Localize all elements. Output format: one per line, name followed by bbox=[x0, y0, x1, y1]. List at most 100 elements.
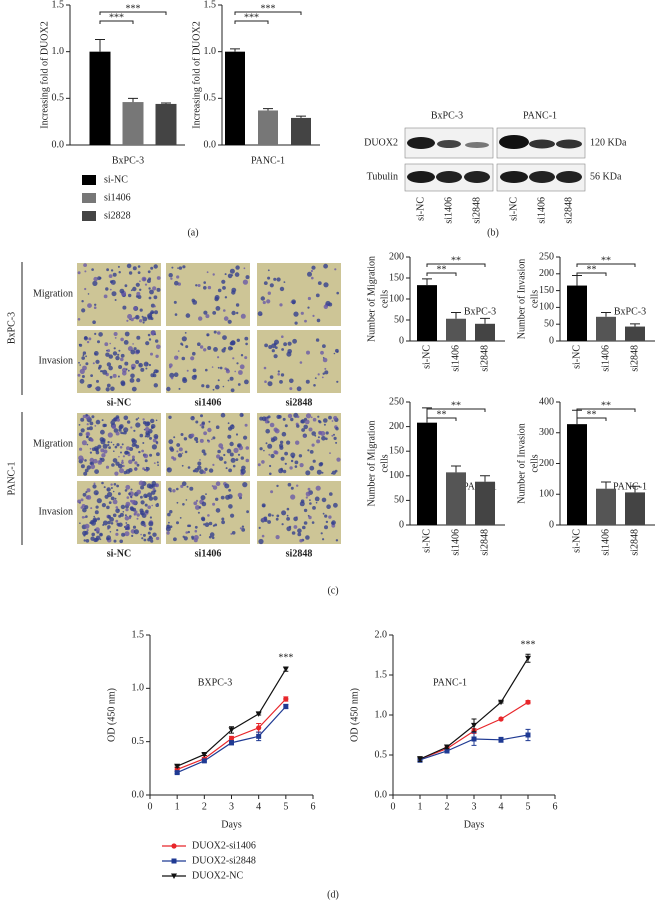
cell-dot bbox=[94, 469, 99, 474]
bar bbox=[417, 285, 437, 341]
cell-dot bbox=[126, 263, 132, 269]
cell-dot bbox=[182, 503, 185, 506]
cell-dot bbox=[201, 501, 207, 507]
cell-dot bbox=[333, 352, 336, 355]
significance-label: *** bbox=[261, 3, 276, 14]
marker bbox=[171, 858, 177, 864]
cell-dot bbox=[112, 443, 115, 446]
cell-dot bbox=[84, 459, 87, 462]
cell-dot bbox=[142, 442, 145, 444]
cell-dot bbox=[86, 443, 89, 446]
cell-dot bbox=[112, 458, 118, 463]
cell-dot bbox=[263, 449, 265, 452]
cell-dot bbox=[200, 495, 206, 501]
cell-dot bbox=[238, 370, 243, 375]
cell-dot bbox=[336, 457, 341, 462]
cell-dot bbox=[94, 510, 99, 515]
y-axis-label: Number of Migration bbox=[366, 256, 377, 342]
cell-dot bbox=[131, 499, 137, 505]
x-tick-label: si2848 bbox=[629, 345, 640, 372]
column-label: si1406 bbox=[195, 397, 222, 408]
cell-dot bbox=[186, 485, 189, 488]
marker bbox=[171, 843, 177, 849]
cell-dot bbox=[117, 265, 120, 268]
cell-dot bbox=[119, 288, 125, 294]
significance-label: ** bbox=[601, 400, 611, 411]
cell-dot bbox=[176, 487, 179, 491]
cell-dot bbox=[269, 464, 272, 468]
cell-dot bbox=[107, 525, 111, 529]
cell-dot bbox=[239, 364, 245, 370]
cell-dot bbox=[84, 336, 88, 340]
cell-dot bbox=[297, 528, 302, 533]
cell-dot bbox=[258, 526, 261, 530]
cell-dot bbox=[290, 301, 293, 303]
cell-dot bbox=[331, 420, 334, 422]
cell-dot bbox=[120, 504, 126, 510]
cell-dot bbox=[118, 365, 123, 369]
cell-dot bbox=[135, 282, 140, 287]
cell-dot bbox=[127, 503, 129, 506]
significance-label: *** bbox=[109, 12, 124, 23]
cell-dot bbox=[185, 531, 188, 534]
cell-dot bbox=[145, 341, 150, 346]
cell-dot bbox=[217, 288, 222, 293]
chart-label: PANC-1 bbox=[613, 481, 647, 492]
cell-dot bbox=[81, 308, 86, 313]
cell-dot bbox=[270, 490, 274, 494]
cell-dot bbox=[177, 350, 180, 352]
cell-dot bbox=[207, 514, 210, 517]
cell-dot bbox=[290, 494, 296, 500]
cell-dot bbox=[284, 451, 288, 456]
cell-dot bbox=[283, 281, 286, 283]
cell-dot bbox=[331, 520, 336, 525]
cell-dot bbox=[82, 492, 87, 497]
cell-dot bbox=[82, 414, 86, 419]
lane-label: si1406 bbox=[443, 197, 454, 224]
cell-dot bbox=[212, 273, 215, 276]
cell-dot bbox=[92, 280, 98, 286]
cell-dot bbox=[244, 423, 248, 427]
significance-label: ** bbox=[587, 264, 597, 275]
error-bar bbox=[422, 278, 432, 286]
cell-dot bbox=[124, 284, 128, 288]
bar bbox=[258, 110, 278, 145]
cell-dot bbox=[231, 531, 236, 535]
marker bbox=[255, 711, 262, 717]
cell-dot bbox=[132, 343, 134, 345]
y-axis-label: cells bbox=[529, 454, 540, 472]
cell-dot bbox=[115, 506, 119, 509]
cell-dot bbox=[198, 316, 203, 321]
cell-dot bbox=[199, 438, 204, 443]
cell-dot bbox=[88, 426, 93, 431]
cell-dot bbox=[168, 415, 172, 419]
y-tick-label: 0.5 bbox=[375, 749, 388, 760]
cell-dot bbox=[128, 459, 133, 464]
cell-dot bbox=[336, 380, 339, 383]
cell-dot bbox=[198, 506, 202, 509]
cell-dot bbox=[141, 449, 145, 453]
cell-dot bbox=[286, 514, 289, 517]
error-bar bbox=[296, 115, 306, 118]
x-axis-label: Days bbox=[464, 819, 485, 830]
cell-dot bbox=[193, 501, 198, 506]
cell-dot bbox=[208, 521, 213, 526]
cell-dot bbox=[120, 353, 125, 358]
blot-band bbox=[529, 139, 555, 149]
cell-dot bbox=[166, 531, 170, 535]
bar bbox=[155, 103, 177, 145]
cell-dot bbox=[135, 444, 140, 449]
cell-dot bbox=[170, 377, 174, 380]
micrograph bbox=[257, 263, 341, 326]
cell-dot bbox=[311, 521, 315, 524]
cell-dot bbox=[109, 342, 111, 345]
cell-dot bbox=[83, 534, 86, 537]
error-bar bbox=[161, 102, 171, 104]
cell-dot bbox=[208, 420, 211, 423]
cell-dot bbox=[221, 279, 226, 284]
cell-dot bbox=[212, 311, 217, 315]
cell-dot bbox=[231, 424, 234, 427]
marker bbox=[525, 732, 531, 738]
cell-dot bbox=[174, 280, 179, 286]
cell-dot bbox=[143, 493, 148, 498]
